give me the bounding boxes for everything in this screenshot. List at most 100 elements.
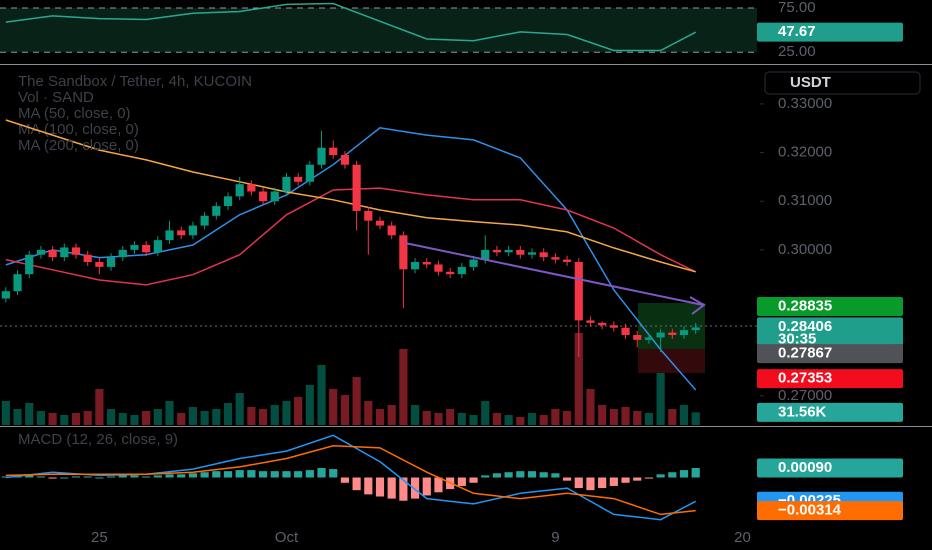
- macd-histogram-bar: [492, 473, 502, 478]
- candle-body: [1, 291, 10, 299]
- macd-histogram-bar: [551, 473, 560, 478]
- candle-body: [399, 235, 408, 270]
- volume-bar: [130, 415, 139, 425]
- rsi-band: [0, 7, 757, 53]
- macd-histogram-bar: [598, 477, 607, 489]
- ma-legend: MA (50, close, 0): [18, 105, 131, 122]
- macd-histogram-bar: [200, 472, 209, 478]
- candle-body: [422, 262, 431, 265]
- volume-legend: Vol · SAND: [18, 89, 94, 106]
- volume-bar: [212, 409, 221, 425]
- volume-bar: [305, 385, 314, 425]
- macd-histogram-bar: [118, 475, 127, 478]
- volume-bar: [679, 405, 689, 425]
- price-tag: [757, 344, 903, 364]
- candle-body: [188, 225, 198, 236]
- candle-body: [340, 155, 350, 165]
- volume-bar: [282, 401, 291, 425]
- volume-bar: [633, 411, 642, 425]
- volume-bar: [352, 377, 361, 425]
- price-tag: [757, 22, 903, 42]
- candle-body: [95, 262, 104, 267]
- volume-bar: [247, 407, 256, 425]
- volume-bar: [387, 405, 396, 425]
- candle-body: [527, 252, 537, 255]
- volume-bar: [504, 415, 513, 425]
- x-tick-label: Oct: [275, 529, 299, 546]
- macd-line: [5, 445, 696, 516]
- macd-histogram-bar: [352, 477, 361, 491]
- volume-bar: [574, 333, 583, 425]
- candle-body: [329, 147, 338, 155]
- candle-body: [492, 249, 502, 253]
- candle-body: [270, 191, 279, 202]
- macd-histogram-bar: [177, 474, 186, 478]
- volume-bar: [656, 373, 665, 425]
- volume-bar: [223, 403, 233, 425]
- macd-histogram-bar: [130, 475, 139, 478]
- candle-body: [13, 274, 22, 292]
- macd-histogram-bar: [633, 477, 642, 481]
- macd-histogram-bar: [106, 476, 116, 478]
- macd-histogram-bar: [539, 472, 548, 478]
- macd-histogram-bar: [165, 474, 174, 478]
- candle-body: [247, 184, 256, 192]
- candle-body: [25, 254, 34, 275]
- volume-bar: [551, 409, 560, 425]
- volume-bar: [13, 409, 22, 425]
- candle-body: [574, 262, 583, 321]
- macd-histogram-bar: [375, 477, 385, 497]
- macd-histogram-bar: [48, 477, 57, 479]
- candle-body: [235, 184, 244, 197]
- candle-body: [48, 249, 57, 258]
- macd-histogram-bar: [586, 477, 595, 491]
- currency-box[interactable]: [764, 71, 921, 95]
- macd-histogram-bar: [142, 476, 151, 478]
- macd-histogram-bar: [294, 471, 303, 478]
- volume-bar: [375, 409, 385, 425]
- macd-histogram-bar: [212, 471, 221, 478]
- candle-body: [679, 330, 689, 335]
- volume-bar: [691, 412, 700, 425]
- volume-bar: [83, 411, 92, 425]
- back-layer: [0, 303, 757, 373]
- candle-body: [562, 259, 572, 263]
- candle-body: [36, 249, 46, 255]
- price-tag-label: 0.27867: [778, 345, 832, 362]
- volume-bar: [539, 415, 548, 425]
- volume-bar: [621, 407, 630, 425]
- candle-body: [481, 249, 490, 260]
- rsi-tick-label: 75.00: [778, 0, 816, 16]
- volume-bar: [177, 413, 186, 425]
- volume-bar: [48, 413, 57, 425]
- currency-label[interactable]: USDT: [790, 74, 831, 91]
- macd-histogram-bar: [364, 477, 373, 495]
- symbol-title: The Sandbox / Tether, 4h, KUCOIN: [18, 73, 252, 90]
- y-tick-label: 0.33000: [778, 95, 832, 112]
- candle-body: [71, 247, 81, 255]
- price-tag-label: 0.28406: [778, 318, 832, 335]
- volume-bar: [609, 409, 618, 425]
- volume-bar: [258, 409, 268, 425]
- macd-histogram-bar: [247, 470, 256, 478]
- macd-histogram-bar: [644, 477, 654, 479]
- volume-bar: [527, 413, 537, 425]
- candle-body: [177, 230, 186, 236]
- volume-bar: [422, 411, 431, 425]
- macd-histogram-bar: [223, 471, 233, 478]
- candle-body: [375, 220, 385, 226]
- candle-body: [668, 332, 677, 335]
- volume-bar: [25, 403, 34, 425]
- macd-histogram-bar: [340, 477, 350, 483]
- x-tick-label: 20: [734, 529, 751, 546]
- macd-histogram-bar: [410, 477, 420, 499]
- stop-zone: [638, 349, 705, 373]
- volume-bar: [165, 401, 174, 425]
- macd-histogram-bar: [282, 471, 291, 478]
- macd-histogram-bar: [71, 476, 81, 478]
- y-tick-label: 0.32000: [778, 144, 832, 161]
- candle-body: [504, 249, 513, 253]
- macd-histogram-bar: [153, 475, 162, 478]
- candle-body: [410, 262, 420, 270]
- macd-histogram-bar: [621, 477, 630, 483]
